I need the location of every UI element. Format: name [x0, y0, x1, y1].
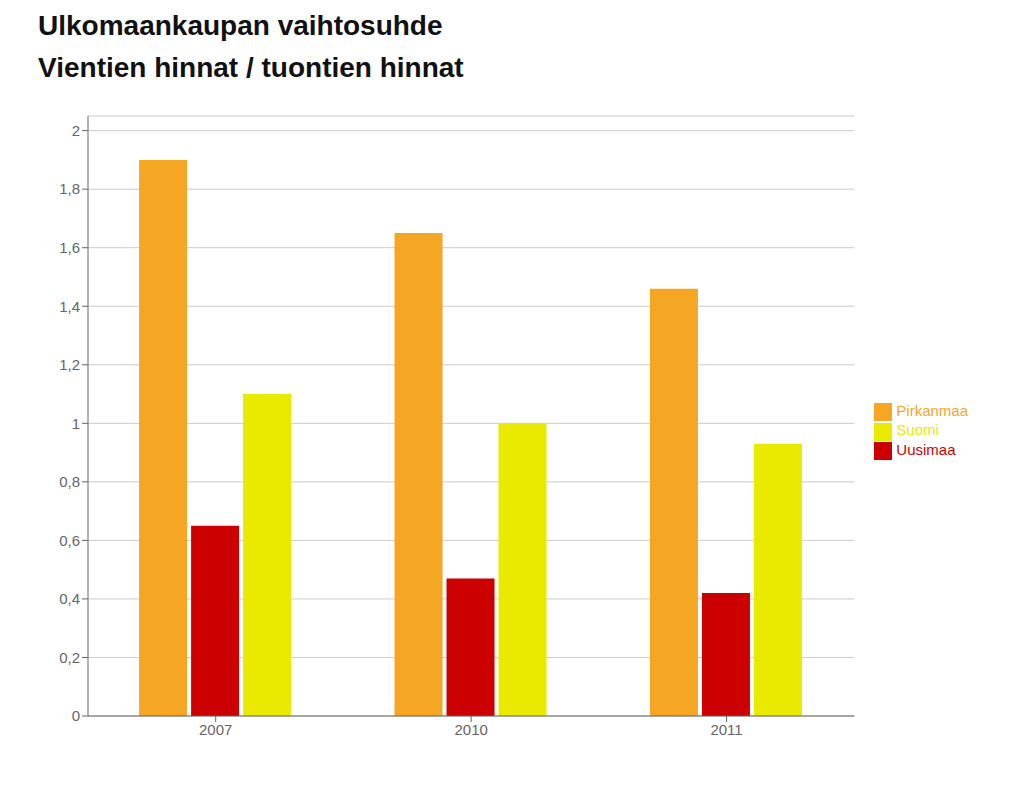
- html-text:Vientien hinnat / tuontien hin: Vientien hinnat / tuontien hinnat: [38, 52, 464, 83]
- svg-text:2: 2: [72, 122, 80, 139]
- svg-text:2010: 2010: [454, 721, 487, 738]
- html-text:Suomi: Suomi: [896, 421, 939, 439]
- svg-text:0,4: 0,4: [59, 590, 80, 607]
- svg-text:0,6: 0,6: [59, 532, 80, 549]
- svg-text:0: 0: [72, 707, 80, 724]
- svg-text:0,2: 0,2: [59, 649, 80, 666]
- svg-text:1,6: 1,6: [59, 239, 80, 256]
- svg-text:2011: 2011: [710, 721, 742, 738]
- svg-text:2007: 2007: [199, 721, 232, 738]
- svg-text:1,2: 1,2: [59, 356, 80, 373]
- html-text:Uusimaa: Uusimaa: [896, 440, 956, 458]
- html-text:Ulkomaankaupan vaihtosuhde: Ulkomaankaupan vaihtosuhde: [38, 10, 443, 41]
- svg-text:1: 1: [72, 415, 80, 432]
- svg-text:0,8: 0,8: [59, 473, 80, 490]
- svg-text:1,4: 1,4: [59, 298, 80, 315]
- html-text:Pirkanmaa: Pirkanmaa: [896, 402, 968, 420]
- svg-text:1,8: 1,8: [59, 180, 80, 197]
